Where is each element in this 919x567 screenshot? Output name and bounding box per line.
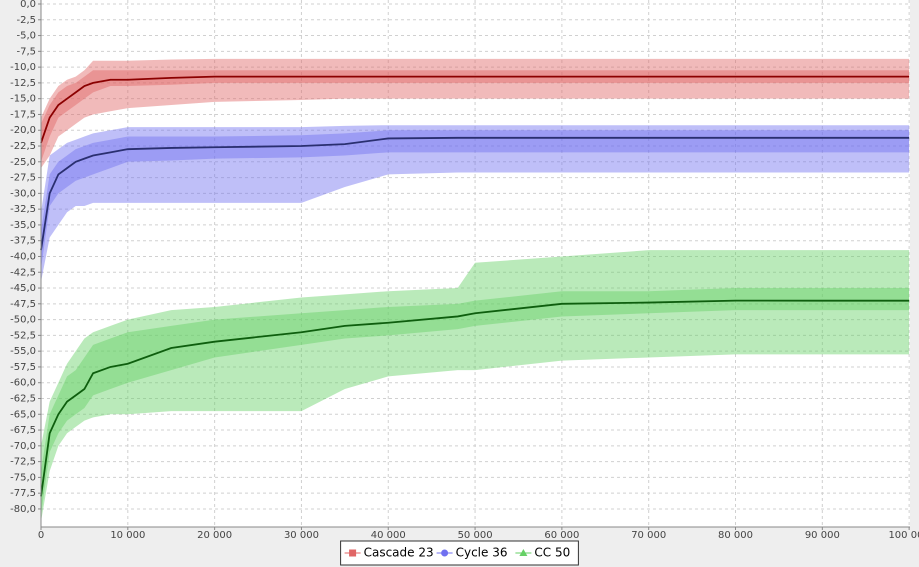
y-tick-label: -10,0 [10, 62, 36, 73]
y-tick-label: -2,5 [16, 15, 36, 26]
legend-label: Cascade 23 [364, 546, 434, 560]
series-line [40, 299, 910, 497]
x-tick-label: 10 000 [110, 530, 145, 541]
x-tick-label: 70 000 [631, 530, 666, 541]
y-tick-label: -12,5 [10, 78, 36, 89]
y-tick-label: -57,5 [10, 362, 36, 373]
legend-marker [349, 549, 357, 557]
y-tick-label: -40,0 [10, 251, 36, 262]
y-tick-label: -65,0 [10, 409, 36, 420]
band [41, 125, 910, 282]
x-tick-label: 80 000 [718, 530, 753, 541]
y-tick-label: -27,5 [10, 173, 36, 184]
y-tick-label: -37,5 [10, 236, 36, 247]
y-tick-label: -42,5 [10, 267, 36, 278]
lines [40, 75, 910, 497]
y-tick-label: -67,5 [10, 425, 36, 436]
y-tick-label: -5,0 [16, 31, 36, 42]
x-tick-label: 40 000 [371, 530, 406, 541]
x-tick-label: 20 000 [197, 530, 232, 541]
band [41, 288, 910, 516]
y-tick-label: -7,5 [16, 46, 36, 57]
y-tick-label: -72,5 [10, 457, 36, 468]
series-line [40, 136, 910, 251]
legend-marker [441, 549, 449, 557]
y-tick-label: -45,0 [10, 283, 36, 294]
grid [40, 0, 910, 527]
y-tick-label: -55,0 [10, 346, 36, 357]
x-tick-label: 100 000 [888, 530, 919, 541]
legend-label: Cycle 36 [456, 546, 508, 560]
y-tick-label: -30,0 [10, 188, 36, 199]
x-tick-label: 50 000 [458, 530, 493, 541]
x-tick-label: 30 000 [284, 530, 319, 541]
y-tick-label: -62,5 [10, 393, 36, 404]
x-tick-label: 90 000 [805, 530, 840, 541]
y-tick-label: -70,0 [10, 441, 36, 452]
band [41, 250, 910, 522]
y-tick-label: -17,5 [10, 109, 36, 120]
y-tick-label: -32,5 [10, 204, 36, 215]
y-tick-label: -22,5 [10, 141, 36, 152]
y-tick-label: -35,0 [10, 220, 36, 231]
y-tick-label: -15,0 [10, 94, 36, 105]
y-tick-label: -47,5 [10, 299, 36, 310]
legend: Cascade 23 Cycle 36 CC 50 [340, 540, 579, 566]
legend-box [340, 540, 579, 566]
band [41, 58, 910, 169]
y-tick-label: -80,0 [10, 504, 36, 515]
y-tick-label: -52,5 [10, 330, 36, 341]
axes: 0,0 -2,5 -5,0 -7,5 -10,0 -12,5 -15,0 -17,5 -20,0… [10, 0, 919, 541]
y-tick-label: -50,0 [10, 315, 36, 326]
legend-label: CC 50 [534, 546, 570, 560]
band [41, 130, 910, 270]
y-tick-label: -25,0 [10, 157, 36, 168]
y-tick-label: -60,0 [10, 378, 36, 389]
series-line [40, 75, 910, 144]
x-tick-label: 60 000 [544, 530, 579, 541]
y-tick-label: -20,0 [10, 125, 36, 136]
y-tick-label: -77,5 [10, 488, 36, 499]
legend-marker [519, 549, 528, 556]
y-tick-label: -75,0 [10, 472, 36, 483]
x-tick-label: 0 [38, 530, 44, 541]
y-tick-label: 0,0 [20, 0, 36, 10]
